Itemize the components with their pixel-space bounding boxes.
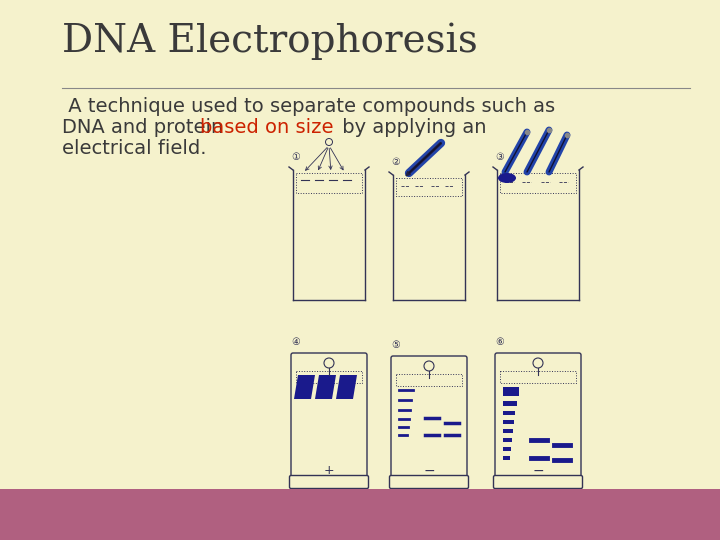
Bar: [503, 447, 511, 451]
Text: based on size: based on size: [200, 118, 333, 137]
FancyBboxPatch shape: [291, 353, 367, 487]
Text: −: −: [532, 464, 544, 478]
Bar: [296, 173, 362, 193]
Bar: [503, 401, 517, 406]
Bar: [503, 420, 514, 424]
Bar: [503, 411, 515, 415]
Polygon shape: [294, 375, 315, 399]
Polygon shape: [336, 375, 357, 399]
FancyArrow shape: [406, 143, 441, 176]
Polygon shape: [315, 375, 336, 399]
Bar: [503, 387, 519, 396]
Bar: [393, 175, 465, 300]
Bar: [503, 456, 510, 460]
Bar: [503, 429, 513, 433]
FancyBboxPatch shape: [493, 476, 582, 489]
Bar: [500, 173, 576, 193]
Text: ④: ④: [291, 337, 300, 347]
Text: ③: ③: [495, 152, 504, 162]
Text: DNA Electrophoresis: DNA Electrophoresis: [62, 22, 478, 59]
Text: ⑥: ⑥: [495, 337, 504, 347]
Bar: [497, 170, 579, 300]
Text: ⑤: ⑤: [391, 340, 400, 350]
FancyBboxPatch shape: [390, 476, 469, 489]
Bar: [396, 374, 462, 386]
Text: +: +: [324, 464, 334, 477]
Bar: [396, 178, 462, 196]
Text: −: −: [423, 464, 435, 478]
FancyBboxPatch shape: [391, 356, 467, 487]
Text: by applying an: by applying an: [336, 118, 487, 137]
Ellipse shape: [498, 173, 516, 183]
Bar: [500, 371, 576, 383]
Bar: [293, 170, 365, 300]
Text: A technique used to separate compounds such as: A technique used to separate compounds s…: [62, 97, 555, 116]
Text: ①: ①: [291, 152, 300, 162]
Bar: [0, 489, 720, 540]
Bar: [503, 438, 512, 442]
FancyBboxPatch shape: [495, 353, 581, 487]
Text: DNA and protein: DNA and protein: [62, 118, 230, 137]
FancyBboxPatch shape: [289, 476, 369, 489]
Bar: [296, 371, 362, 383]
Text: ②: ②: [391, 157, 400, 167]
Text: electrical field.: electrical field.: [62, 139, 207, 158]
